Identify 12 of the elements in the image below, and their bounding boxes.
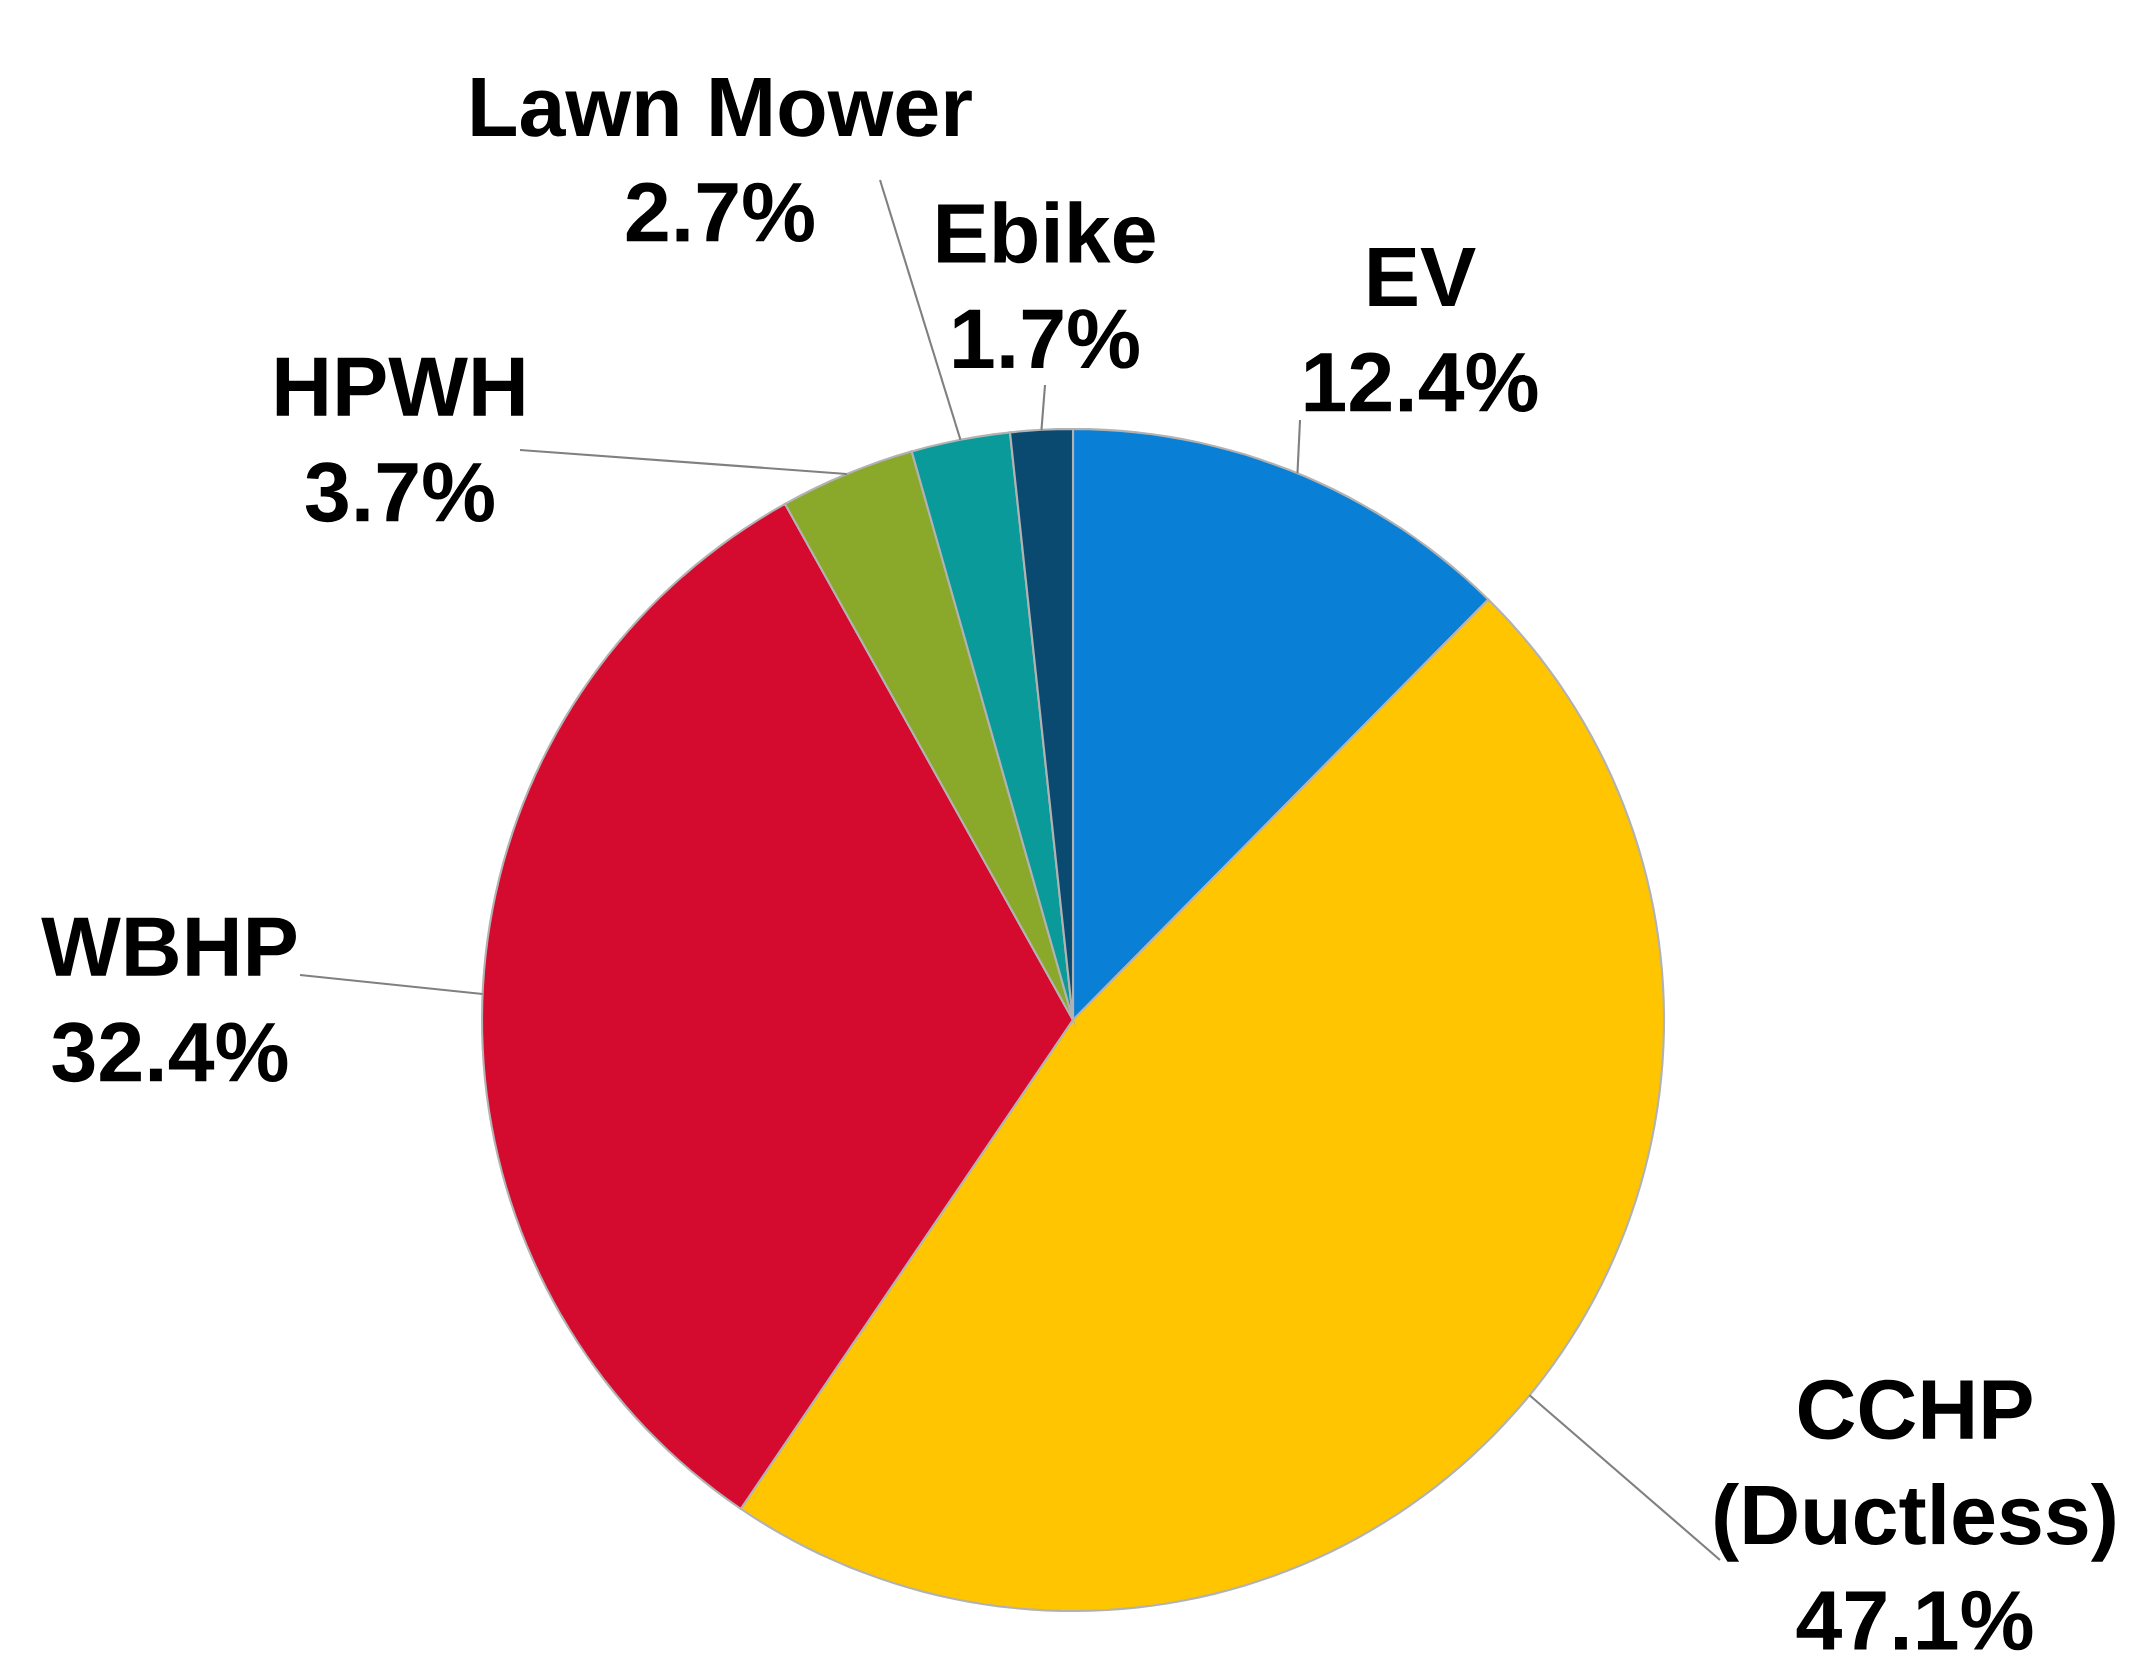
data-label: 3.7% (305, 462, 494, 523)
slice-label: Ebike (938, 201, 1155, 264)
data-label: 12.4% (1305, 352, 1538, 413)
data-label: 47.1% (1796, 1590, 2033, 1651)
data-label: 32.4% (52, 1022, 288, 1083)
data-label: 1.7% (954, 309, 1139, 369)
slice-label: WBHP (41, 917, 296, 976)
slice-label: HPWH (276, 357, 524, 416)
slice-label: Lawn Mower (472, 77, 972, 137)
slice-label: EV (1369, 247, 1476, 306)
data-label: 2.7% (626, 182, 814, 243)
slice-label: CCHP (Ductless) (1715, 1379, 2115, 1562)
